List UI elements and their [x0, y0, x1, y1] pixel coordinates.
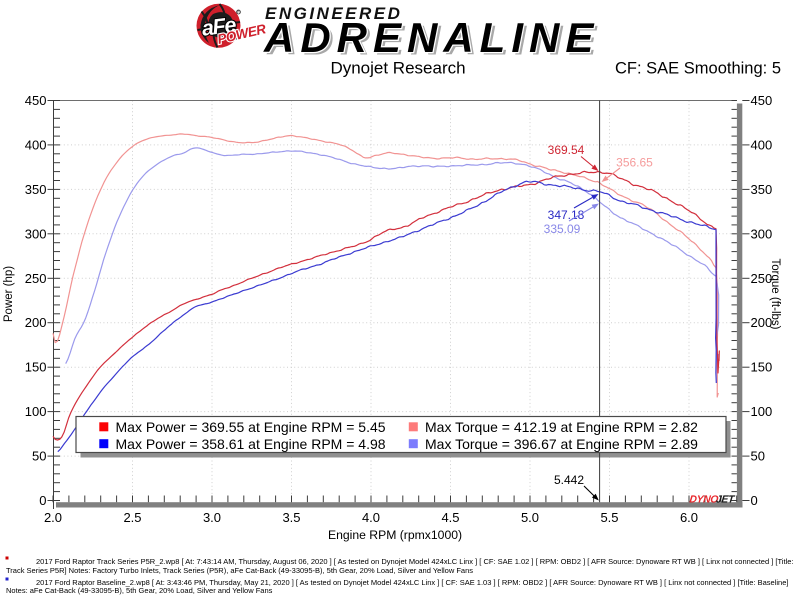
svg-text:3.0: 3.0: [203, 510, 221, 525]
svg-text:aFe: aFe: [200, 13, 237, 41]
svg-text:Max Power = 358.61 at Engine R: Max Power = 358.61 at Engine RPM = 4.98: [116, 436, 386, 452]
svg-text:Max Power = 369.55 at Engine R: Max Power = 369.55 at Engine RPM = 5.45: [116, 419, 386, 435]
svg-text:347.18: 347.18: [548, 208, 585, 222]
svg-text:Dynojet Research: Dynojet Research: [330, 59, 465, 78]
svg-text:350: 350: [25, 182, 47, 197]
svg-text:ENGINEERED: ENGINEERED: [265, 4, 402, 23]
svg-text:5.5: 5.5: [600, 510, 618, 525]
svg-text:300: 300: [751, 226, 773, 241]
svg-text:50: 50: [751, 449, 765, 464]
svg-text:335.09: 335.09: [544, 222, 581, 236]
svg-text:ADRENALINE: ADRENALINE: [263, 14, 599, 61]
svg-text:50: 50: [32, 449, 46, 464]
svg-text:2017 Ford Raptor Track Series: 2017 Ford Raptor Track Series P5R_2.wp8 …: [36, 557, 793, 566]
svg-text:250: 250: [751, 271, 773, 286]
svg-text:5.0: 5.0: [521, 510, 539, 525]
svg-text:150: 150: [25, 360, 47, 375]
svg-text:300: 300: [25, 226, 47, 241]
svg-text:100: 100: [25, 404, 47, 419]
svg-text:ADRENALINE: ADRENALINE: [266, 16, 602, 63]
svg-text:Power (hp): Power (hp): [3, 266, 15, 322]
svg-text:4.0: 4.0: [362, 510, 380, 525]
svg-text:356.65: 356.65: [616, 156, 653, 170]
svg-text:2.5: 2.5: [123, 510, 141, 525]
svg-text:450: 450: [751, 93, 773, 108]
svg-text:400: 400: [751, 137, 773, 152]
svg-text:400: 400: [25, 137, 47, 152]
svg-text:369.54: 369.54: [548, 143, 585, 157]
svg-text:2017 Ford Raptor Baseline_2.wp: 2017 Ford Raptor Baseline_2.wp8 [ At: 3:…: [36, 578, 788, 587]
svg-text:3.5: 3.5: [282, 510, 300, 525]
svg-text:Notes: aFe Cat-Back (49-33095-: Notes: aFe Cat-Back (49-33095-B), 5th Ge…: [6, 586, 273, 595]
svg-text:450: 450: [25, 93, 47, 108]
svg-text:0: 0: [39, 493, 46, 508]
svg-text:200: 200: [751, 315, 773, 330]
svg-text:5.442: 5.442: [554, 473, 584, 487]
svg-text:4.5: 4.5: [441, 510, 459, 525]
svg-text:150: 150: [751, 360, 773, 375]
svg-text:Track Series P5R] Notes: Fac: Track Series P5R] Notes: Factory Turbo I…: [6, 566, 473, 575]
svg-text:DYNO: DYNO: [689, 495, 719, 506]
svg-text:350: 350: [751, 182, 773, 197]
svg-text:Torque (ft-lbs): Torque (ft-lbs): [769, 259, 781, 330]
svg-text:200: 200: [25, 315, 47, 330]
svg-text:100: 100: [751, 404, 773, 419]
svg-text:Max Torque = 412.19 at Engine: Max Torque = 412.19 at Engine RPM = 2.82: [425, 419, 698, 435]
svg-text:R: R: [237, 10, 240, 15]
svg-text:JET: JET: [715, 495, 736, 506]
svg-text:Max Torque = 396.67 at Engine: Max Torque = 396.67 at Engine RPM = 2.89: [425, 436, 698, 452]
svg-text:Engine RPM (rpmx1000): Engine RPM (rpmx1000): [328, 528, 462, 542]
svg-text:2.0: 2.0: [44, 510, 62, 525]
svg-text:CF: SAE Smoothing: 5: CF: SAE Smoothing: 5: [615, 60, 781, 78]
svg-text:0: 0: [751, 493, 758, 508]
svg-text:6.0: 6.0: [680, 510, 698, 525]
svg-text:250: 250: [25, 271, 47, 286]
